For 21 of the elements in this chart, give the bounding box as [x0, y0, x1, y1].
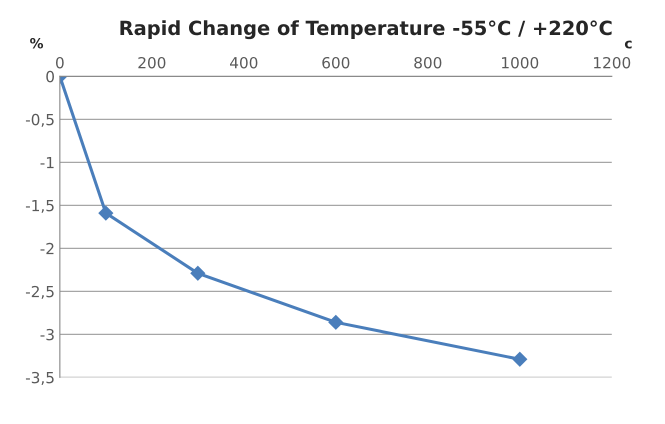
y-tick-label: -1,5 — [26, 200, 54, 213]
point — [512, 352, 528, 367]
y-tick-label: -2,5 — [26, 286, 54, 299]
chart-title: Rapid Change of Temperature -55°C / +220°C — [120, 20, 612, 40]
x-tick-label: 600 — [322, 56, 350, 68]
y-tick-label: -1 — [40, 156, 54, 168]
y-tick-label: -3 — [40, 328, 54, 340]
y-tick-label: -3,5 — [26, 372, 54, 385]
x-tick-label: 1000 — [502, 56, 538, 68]
x-tick-label: 0 — [56, 56, 64, 68]
y-axis-title: % — [30, 38, 44, 49]
y-tick-label: -0,5 — [26, 114, 54, 127]
point — [190, 266, 206, 281]
x-tick-label: 800 — [414, 56, 442, 68]
x-tick-label: 1200 — [594, 56, 630, 68]
y-tick-label: 0 — [46, 70, 54, 82]
x-tick-label: 400 — [230, 56, 258, 68]
x-tick-label: 200 — [138, 56, 166, 68]
point — [328, 314, 344, 330]
x-axis-title: c — [624, 40, 632, 49]
y-tick-label: -2 — [40, 242, 54, 254]
